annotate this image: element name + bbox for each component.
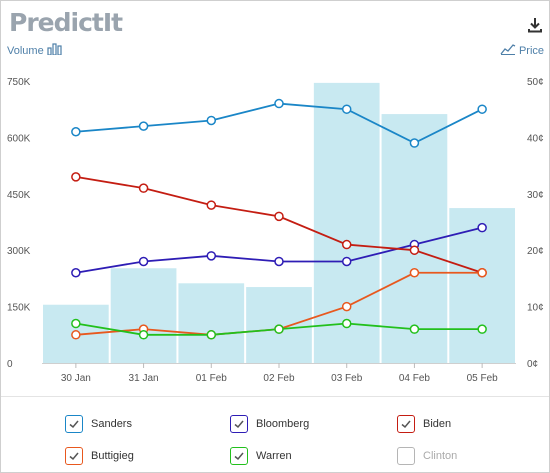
legend-item-bloomberg[interactable]: Bloomberg [230,415,309,433]
data-point-buttigieg [71,330,81,340]
data-point-biden [409,245,420,255]
legend-divider [1,396,549,397]
y-axis-left-tick-label: 0 [7,359,13,370]
volume-bar [110,268,177,363]
download-icon[interactable] [525,15,545,35]
y-axis-left-tick-label: 600K [7,133,31,144]
x-axis-tick-label: 05 Feb [467,373,499,384]
data-point-warren [71,318,81,329]
data-point-warren [341,318,352,329]
data-point-sanders [409,138,420,148]
x-axis-tick-label: 30 Jan [61,373,91,384]
data-point-bloomberg [274,256,284,267]
legend-item-biden[interactable]: Biden [397,415,451,433]
legend-label: Bloomberg [256,418,310,430]
x-axis-tick-label: 02 Feb [263,373,295,384]
legend: Sanders Bloomberg Biden Buttigieg Warren Clin… [1,401,549,471]
data-point-sanders [206,115,217,126]
volume-label: Volume [7,44,44,57]
y-axis-right-tick-label: 20¢ [527,246,544,257]
legend-item-buttigieg[interactable]: Buttigieg [65,447,134,465]
data-point-sanders [138,121,149,131]
legend-label: Clinton [423,450,458,462]
data-point-biden [341,239,352,250]
predictit-logo: PredictIt [9,8,123,37]
legend-label: Warren [256,450,292,462]
data-point-sanders [71,127,81,137]
y-axis-right-tick-label: 30¢ [527,190,544,201]
data-point-biden [138,183,149,193]
data-point-sanders [274,98,284,109]
bar-chart-icon [47,43,63,58]
data-point-buttigieg [341,301,352,312]
y-axis-right-tick-label: 50¢ [527,77,544,88]
volume-toggle[interactable]: Volume [7,43,63,58]
y-axis-right-tick-label: 40¢ [527,133,544,144]
volume-bar [178,283,245,363]
x-axis-tick-label: 03 Feb [331,373,363,384]
line-chart-icon [500,43,516,58]
legend-item-warren[interactable]: Warren [230,447,292,465]
data-point-sanders [341,104,352,114]
data-point-buttigieg [409,268,420,278]
checkbox-checked-icon[interactable] [65,447,83,465]
checkbox-unchecked-icon[interactable] [397,447,415,465]
data-point-biden [206,200,217,210]
y-axis-left-tick-label: 150K [7,303,31,314]
data-point-bloomberg [71,268,81,278]
checkbox-checked-icon[interactable] [397,415,415,433]
legend-item-clinton[interactable]: Clinton [397,447,457,465]
y-axis-right-tick-label: 0¢ [527,359,538,370]
data-point-warren [206,330,217,340]
checkbox-checked-icon[interactable] [230,447,248,465]
data-point-bloomberg [477,222,487,233]
checkbox-checked-icon[interactable] [65,415,83,433]
data-point-bloomberg [206,251,217,261]
y-axis-left-tick-label: 300K [7,246,31,257]
x-axis-tick-label: 31 Jan [129,373,159,384]
data-point-sanders [477,104,487,114]
data-point-bloomberg [341,256,352,267]
data-point-biden [274,211,284,222]
data-point-warren [274,324,284,334]
y-axis-right-tick-label: 10¢ [527,303,544,314]
y-axis-left-tick-label: 750K [7,77,31,88]
volume-bar [313,82,380,363]
data-point-warren [409,324,420,334]
data-point-warren [477,324,487,334]
data-point-biden [71,172,81,182]
price-toggle[interactable]: Price [500,43,544,58]
checkbox-checked-icon[interactable] [230,415,248,433]
legend-label: Sanders [91,418,132,430]
x-axis-tick-label: 01 Feb [196,373,228,384]
line-bar-chart: 0 150K 300K 450K 600K 750K 0¢ 10¢ 20¢ 30¢ 40¢ 50¢ 30… [7,77,544,384]
data-point-warren [138,330,149,340]
x-axis-tick-label: 04 Feb [399,373,431,384]
y-axis-left-tick-label: 450K [7,190,31,201]
legend-label: Biden [423,418,452,430]
price-label: Price [518,44,544,57]
data-point-bloomberg [138,256,149,267]
data-point-buttigieg [477,268,487,278]
legend-item-sanders[interactable]: Sanders [65,415,132,433]
legend-label: Buttigieg [91,450,134,462]
